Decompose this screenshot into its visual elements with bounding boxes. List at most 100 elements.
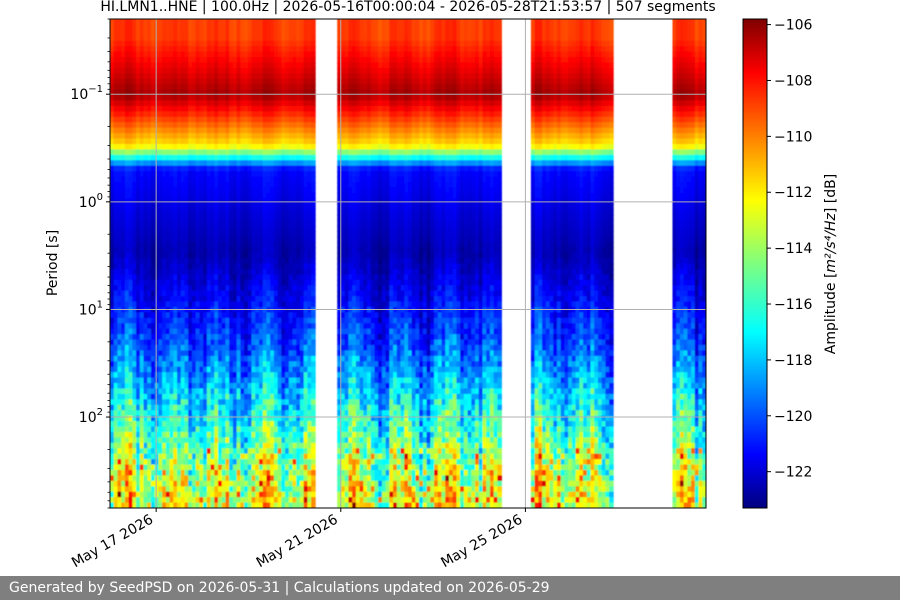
heatmap-cell [136, 410, 141, 417]
heatmap-cell [154, 415, 160, 422]
heatmap-cell [158, 133, 163, 140]
heatmap-cell [139, 122, 145, 129]
heatmap-cell [139, 334, 145, 341]
heatmap-cell [113, 171, 119, 178]
heatmap-cell [110, 296, 115, 303]
heatmap-cell [110, 383, 115, 390]
heatmap-cell [124, 241, 130, 248]
heatmap-cell [311, 442, 316, 450]
heatmap-cell [169, 431, 175, 439]
heatmap-cell [139, 480, 145, 488]
heatmap-cell [128, 236, 134, 243]
heatmap-cell [165, 475, 171, 482]
heatmap-cell [169, 73, 175, 80]
heatmap-cell [162, 241, 167, 248]
heatmap-cell [173, 138, 178, 145]
heatmap-cell [143, 89, 149, 96]
heatmap-cell [113, 111, 119, 118]
heatmap-cell [124, 317, 130, 325]
heatmap-cell [165, 67, 171, 75]
heatmap-cell [150, 317, 156, 325]
heatmap-cell [132, 258, 137, 265]
heatmap-cell [158, 306, 163, 314]
heatmap-cell [132, 355, 137, 363]
heatmap-cell [147, 143, 152, 151]
heatmap-cell [158, 404, 163, 411]
heatmap-cell [128, 437, 134, 444]
heatmap-cell [169, 187, 175, 194]
heatmap-cell [147, 176, 152, 183]
heatmap-cell [147, 442, 152, 450]
heatmap-cell [154, 268, 160, 276]
heatmap-cell [117, 453, 122, 460]
heatmap-cell [162, 209, 167, 216]
heatmap-cell [136, 46, 141, 53]
heatmap-cell [147, 51, 152, 58]
heatmap-cell [139, 491, 145, 498]
heatmap-cell [173, 24, 178, 31]
heatmap-cell [173, 214, 178, 221]
heatmap-cell [158, 399, 163, 406]
heatmap-cell [158, 334, 163, 341]
heatmap-cell [139, 388, 145, 395]
heatmap-cell [117, 203, 122, 210]
heatmap-cell [311, 19, 316, 26]
heatmap-cell [147, 46, 152, 53]
heatmap-cell [113, 62, 119, 69]
heatmap-cell [132, 241, 137, 248]
heatmap-cell [173, 192, 178, 200]
heatmap-cell [147, 73, 152, 80]
heatmap-cell [143, 469, 149, 477]
heatmap-cell [113, 442, 119, 450]
heatmap-cell [162, 154, 167, 162]
heatmap-cell [110, 437, 115, 444]
heatmap-cell [128, 306, 134, 314]
heatmap-cell [158, 426, 163, 433]
heatmap-cell [165, 100, 171, 107]
heatmap-cell [173, 78, 178, 85]
heatmap-cell [110, 268, 115, 276]
heatmap-cell [139, 399, 145, 406]
heatmap-cell [128, 258, 134, 265]
heatmap-cell [143, 404, 149, 411]
heatmap-cell [150, 182, 156, 189]
heatmap-cell [150, 328, 156, 335]
heatmap-cell [162, 285, 167, 292]
heatmap-cell [165, 448, 171, 455]
heatmap-cell [147, 279, 152, 287]
heatmap-cell [169, 361, 175, 368]
heatmap-cell [147, 171, 152, 178]
heatmap-cell [124, 84, 130, 91]
heatmap-cell [110, 84, 115, 91]
heatmap-cell [143, 214, 149, 221]
heatmap-cell [150, 133, 156, 140]
heatmap-cell [162, 442, 167, 450]
heatmap-cell [136, 84, 141, 91]
heatmap-cell [143, 143, 149, 151]
heatmap-cell [150, 404, 156, 411]
heatmap-cell [147, 372, 152, 379]
heatmap-cell [128, 312, 134, 319]
heatmap-cell [124, 40, 130, 47]
heatmap-cell [143, 491, 149, 498]
heatmap-cell [143, 29, 149, 37]
heatmap-cell [162, 502, 167, 508]
heatmap-cell [143, 415, 149, 422]
heatmap-cell [113, 486, 119, 493]
heatmap-cell [150, 84, 156, 91]
heatmap-cell [311, 469, 316, 477]
heatmap-cell [169, 40, 175, 47]
heatmap-cell [113, 89, 119, 96]
heatmap-cell [136, 323, 141, 330]
heatmap-cell [124, 24, 130, 31]
heatmap-cell [121, 182, 126, 189]
heatmap-cell [147, 323, 152, 330]
heatmap-cell [128, 252, 134, 259]
heatmap-cell [158, 225, 163, 232]
heatmap-cell [150, 464, 156, 471]
heatmap-cell [169, 225, 175, 232]
heatmap-cell [147, 263, 152, 270]
heatmap-cell [169, 258, 175, 265]
heatmap-cell [143, 279, 149, 287]
